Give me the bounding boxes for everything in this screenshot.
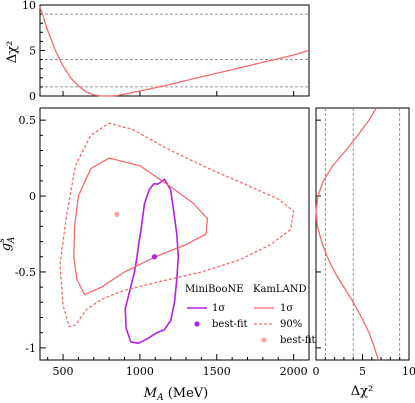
- right-x-axis-label: Δχ²: [351, 384, 373, 399]
- top-y-tick-label: 0: [29, 90, 36, 103]
- legend-kamland-bestfit-label: best-fit: [280, 335, 316, 346]
- legend-kamland-bestfit-swatch: [261, 337, 267, 343]
- main-y-tick-label: -1: [25, 342, 36, 355]
- legend-miniboone-title: MiniBooNE: [185, 284, 244, 295]
- legend-miniboone-bestfit-label: best-fit: [212, 319, 248, 330]
- legend-kamland-title: KamLAND: [253, 284, 307, 295]
- main-y-tick-label: 0.5: [19, 114, 37, 127]
- main-x-tick-label: 2000: [280, 365, 308, 378]
- kamland-best-fit-point: [114, 211, 120, 217]
- legend: MiniBooNE 1σ best-fit KamLAND 1σ 90% bes…: [185, 284, 316, 346]
- right-x-tick-label: 5: [359, 365, 366, 378]
- legend-kamland-1sigma-label: 1σ: [280, 303, 293, 314]
- main-x-tick-label: 1000: [126, 365, 154, 378]
- kamland-1sigma-contour: [73, 157, 209, 296]
- right-x-tick-label: 10: [402, 365, 415, 378]
- right-panel-frame: [315, 107, 410, 361]
- main-x-axis-label-unit: (MeV): [164, 386, 209, 401]
- main-x-tick-label: 500: [53, 365, 74, 378]
- main-y-axis-label-var: g: [0, 243, 14, 251]
- main-y-axis-label-sub: A: [7, 236, 17, 244]
- kamland-90-contour: [59, 122, 295, 328]
- main-x-axis-label-sub: A: [156, 393, 164, 403]
- top-y-tick-label: 10: [22, 0, 36, 12]
- main-y-axis-label-sup: s: [0, 238, 7, 243]
- right-kamland-curve: [315, 107, 379, 361]
- main-y-axis-label: gsA: [0, 236, 17, 251]
- main-x-tick-label: 1500: [203, 365, 231, 378]
- right-x-tick-label: 0: [313, 365, 320, 378]
- top-delta-chi2-panel: 0 5 10 Δχ²: [5, 0, 310, 103]
- main-x-axis-label-var: M: [143, 386, 158, 401]
- top-panel-frame: [39, 4, 310, 97]
- main-y-tick-label: 0: [29, 190, 36, 203]
- top-y-tick-label: 5: [29, 45, 36, 58]
- miniboone-1sigma-contour: [124, 178, 180, 345]
- legend-miniboone-1sigma-label: 1σ: [212, 303, 225, 314]
- main-y-tick-label: -0.5: [15, 266, 36, 279]
- top-y-axis-label: Δχ²: [5, 41, 20, 63]
- right-delta-chi2-panel: 0 5 10 Δχ²: [313, 107, 415, 399]
- main-x-axis-label: MA (MeV): [143, 386, 208, 403]
- legend-miniboone-bestfit-swatch: [194, 321, 200, 327]
- main-panel-frame: [39, 107, 310, 361]
- miniboone-best-fit-point: [151, 254, 158, 260]
- legend-kamland-90-label: 90%: [280, 319, 302, 330]
- top-kamland-curve: [39, 6, 310, 97]
